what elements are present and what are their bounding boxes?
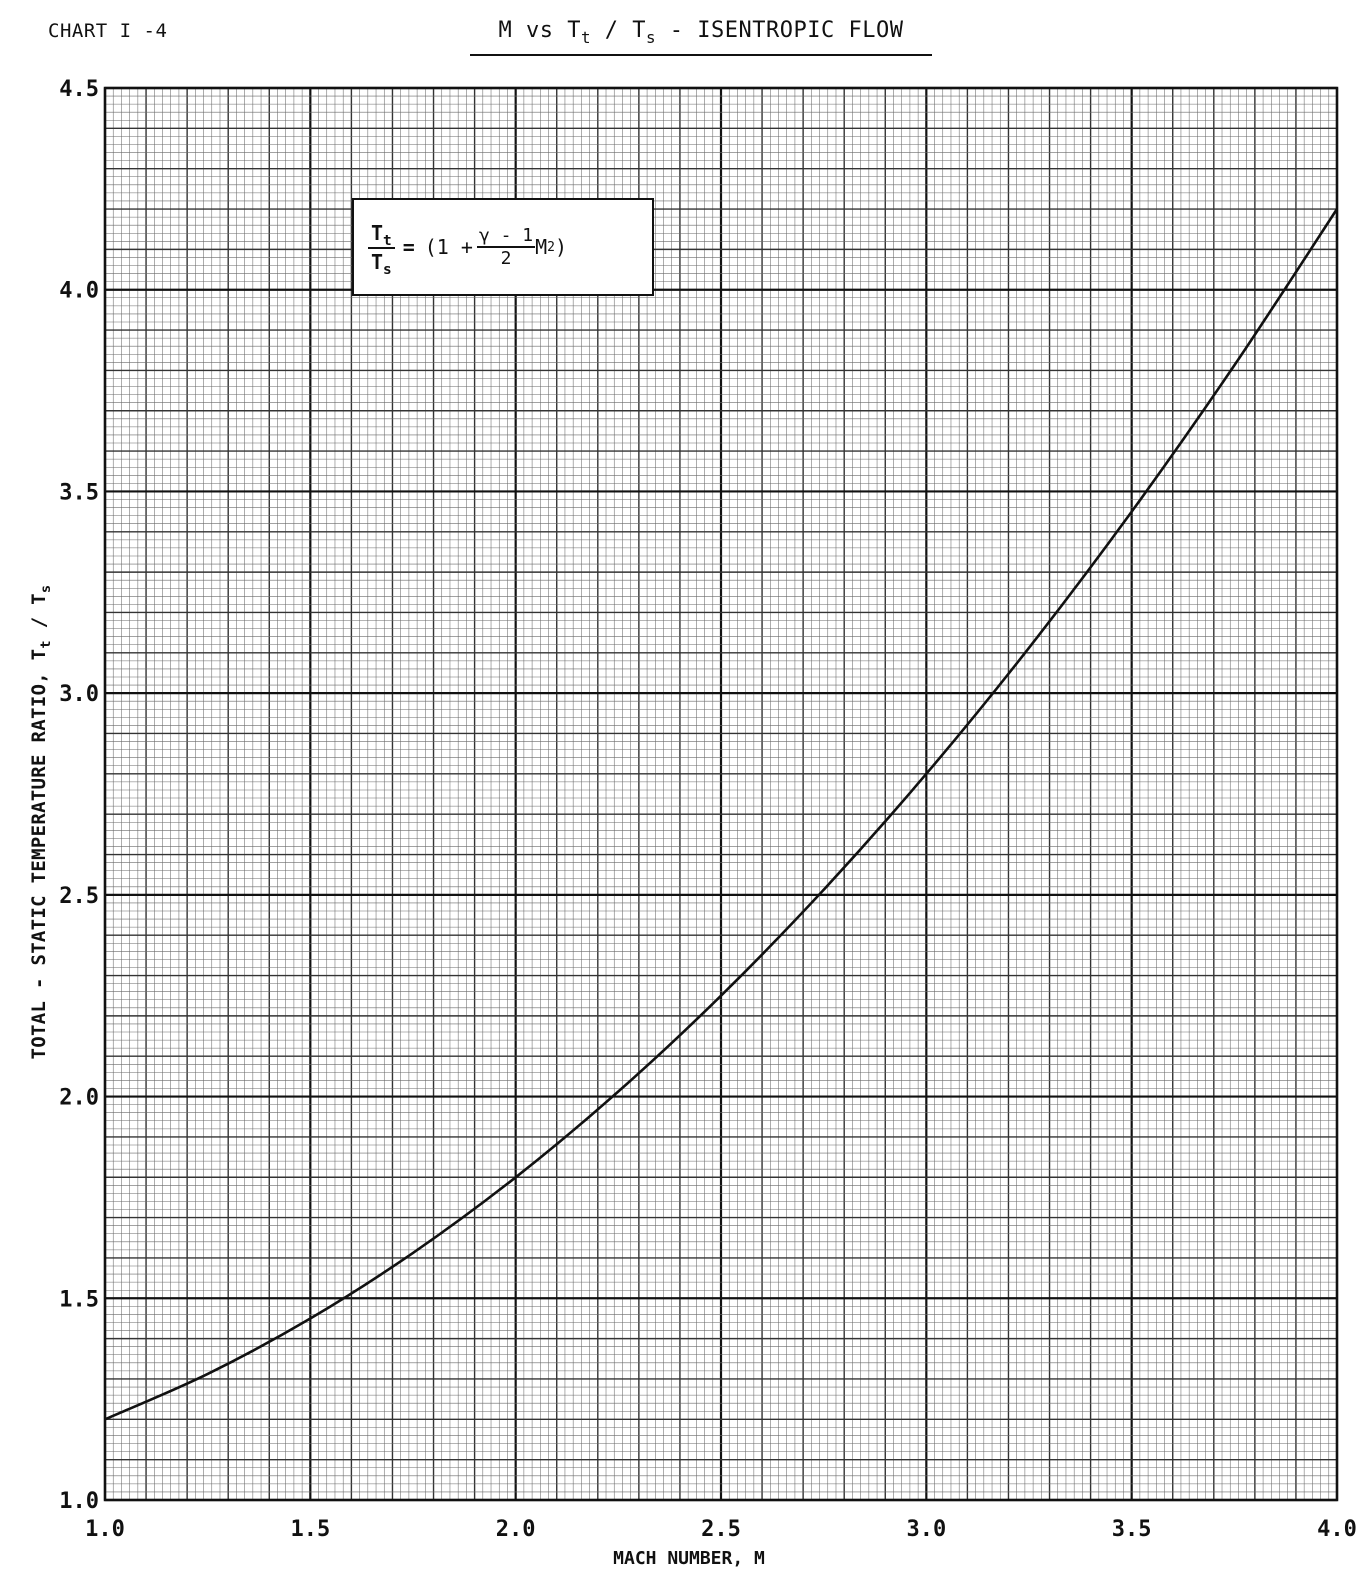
x-axis-label: MACH NUMBER, M bbox=[613, 1548, 765, 1569]
x-tick-label: 1.5 bbox=[290, 1517, 330, 1542]
x-tick-label: 2.5 bbox=[701, 1517, 741, 1542]
series-line bbox=[104, 208, 1339, 1421]
x-tick-label: 1.0 bbox=[85, 1517, 125, 1542]
title-prefix: M vs T bbox=[498, 18, 581, 43]
y-tick-label: 2.5 bbox=[59, 884, 99, 909]
y-axis-label-main: TOTAL - STATIC TEMPERATURE RATIO, T bbox=[28, 648, 50, 1060]
title-underline bbox=[470, 54, 932, 56]
title-sub-t: t bbox=[581, 27, 592, 47]
formula-lhs-num-sub: t bbox=[383, 232, 392, 249]
y-tick-label: 1.5 bbox=[59, 1287, 99, 1312]
y-tick-label: 1.0 bbox=[59, 1489, 99, 1514]
formula-close: ) bbox=[555, 235, 568, 259]
title-sub-s: s bbox=[646, 27, 657, 47]
y-axis-label-mid: / T bbox=[28, 593, 50, 641]
chart-title: M vs Tt / Ts - ISENTROPIC FLOW bbox=[470, 18, 932, 47]
title-slash: / T bbox=[591, 18, 647, 43]
formula-gamma-den: 2 bbox=[500, 248, 512, 269]
title-suffix: - ISENTROPIC FLOW bbox=[656, 18, 904, 43]
y-tick-label: 3.5 bbox=[59, 480, 99, 505]
y-tick-label: 4.0 bbox=[59, 279, 99, 304]
grid-lines bbox=[103, 86, 1339, 1502]
formula-open: (1 + bbox=[424, 235, 473, 259]
x-tick-label: 4.0 bbox=[1317, 1517, 1357, 1542]
x-tick-label: 3.0 bbox=[906, 1517, 946, 1542]
formula-m: M bbox=[535, 235, 548, 259]
formula-gamma-num: γ - 1 bbox=[476, 225, 536, 248]
formula-power: 2 bbox=[547, 239, 555, 255]
formula-gamma-fraction: γ - 1 2 bbox=[476, 225, 536, 269]
chart-id: CHART I -4 bbox=[48, 20, 168, 42]
y-axis-label-sub-s: s bbox=[37, 584, 54, 594]
y-tick-label: 3.0 bbox=[59, 682, 99, 707]
plot-frame bbox=[103, 86, 1339, 1502]
y-tick-label: 4.5 bbox=[59, 77, 99, 102]
x-tick-label: 3.5 bbox=[1112, 1517, 1152, 1542]
formula-equals: = bbox=[402, 235, 415, 259]
formula-lhs: Tt Ts bbox=[368, 220, 395, 278]
formula-lhs-den: T bbox=[371, 249, 384, 274]
y-tick-label: 2.0 bbox=[59, 1086, 99, 1111]
y-axis-label-sub-t: t bbox=[37, 640, 54, 649]
formula-box: Tt Ts = (1 + γ - 1 2 M 2) bbox=[352, 198, 654, 296]
tick-labels: 1.0 1.5 2.0 2.5 3.0 3.5 4.0 1.0 1.5 2.0 2.5 3.0 3.5 4… bbox=[59, 77, 1357, 1542]
y-axis-label: TOTAL - STATIC TEMPERATURE RATIO, Tt / T… bbox=[28, 585, 54, 1060]
formula-lhs-num: T bbox=[371, 220, 384, 245]
x-tick-label: 2.0 bbox=[496, 1517, 536, 1542]
formula-lhs-den-sub: s bbox=[383, 261, 392, 278]
